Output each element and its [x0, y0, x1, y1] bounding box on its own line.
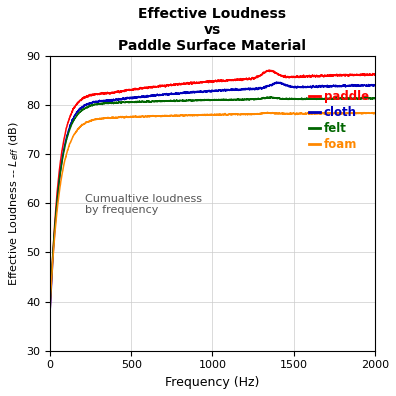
Y-axis label: Effective Loudness -- $L_{eff}$ (dB): Effective Loudness -- $L_{eff}$ (dB)	[7, 121, 21, 286]
Title: Effective Loudness
vs
Paddle Surface Material: Effective Loudness vs Paddle Surface Mat…	[118, 7, 307, 53]
X-axis label: Frequency (Hz): Frequency (Hz)	[165, 376, 260, 389]
Legend: paddle, cloth, felt, foam: paddle, cloth, felt, foam	[308, 90, 369, 151]
Text: Cumualtive loudness
by frequency: Cumualtive loudness by frequency	[85, 194, 202, 215]
